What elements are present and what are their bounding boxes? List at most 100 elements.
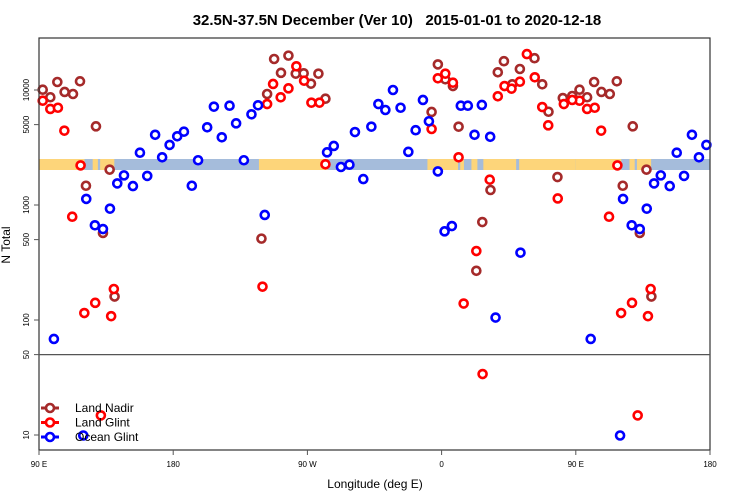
x-tick-label: 90 E [568, 460, 584, 469]
y-axis: 10000 5000 1000 500 100 50 10 [22, 78, 39, 439]
land-glint-point [558, 98, 570, 110]
ocean-glint-point [104, 203, 116, 214]
land-segment [92, 159, 98, 170]
land-glint-point [626, 297, 638, 309]
land-segment [629, 159, 635, 170]
ocean-glint-point [141, 170, 153, 182]
land-glint-point [291, 61, 302, 72]
land-glint-point [267, 78, 279, 90]
land-nadir-point [59, 86, 70, 98]
y-tick-label: 50 [22, 350, 31, 359]
land-nadir-point [426, 106, 437, 118]
y-tick-label: 500 [22, 232, 31, 246]
ocean-glint-point [626, 220, 638, 231]
land-nadir-point [80, 180, 92, 192]
legend-marker [44, 402, 56, 414]
land-glint-point [89, 297, 101, 309]
legend-item: Ocean Glint [41, 430, 139, 444]
land-glint-point [59, 125, 70, 136]
land-nadir-point [74, 76, 86, 87]
land-nadir-point [641, 164, 652, 175]
land-nadir-point [574, 84, 585, 96]
land-nadir-point [432, 59, 444, 70]
ocean-glint-point [686, 129, 698, 141]
ocean-glint-point [127, 180, 139, 192]
ocean-glint-point [111, 178, 123, 189]
land-glint-point [37, 95, 49, 107]
land-nadir-point [588, 76, 600, 88]
y-axis-title: N Total [0, 226, 13, 263]
land-segment [483, 159, 517, 170]
land-segment [100, 159, 115, 170]
ocean-glint-point [321, 147, 333, 158]
ocean-glint-point [701, 139, 712, 151]
ocean-glint-point [634, 223, 646, 235]
ocean-glint-point [462, 100, 474, 112]
legend-label: Land Glint [75, 416, 130, 430]
land-glint-point [484, 174, 496, 185]
ocean-glint-point [344, 159, 355, 171]
y-tick-label: 5000 [22, 115, 31, 133]
ocean-glint-point [246, 108, 257, 120]
ocean-glint-point [118, 170, 130, 181]
land-glint-point [529, 71, 541, 83]
x-tick-label: 180 [167, 460, 181, 469]
land-glint-point [612, 160, 623, 171]
x-tick-label: 90 W [298, 460, 317, 469]
ocean-glint-point [149, 129, 161, 141]
ocean-glint-point [252, 100, 264, 111]
land-nadir-point [529, 52, 540, 64]
land-glint-point [645, 283, 656, 295]
ocean-glint-point [230, 118, 242, 129]
ocean-glint-point [186, 180, 198, 192]
y-tick-label: 100 [22, 313, 31, 327]
ocean-glint-point [192, 154, 204, 166]
land-glint-point [79, 307, 90, 319]
land-glint-point [642, 310, 654, 322]
land-glint-point [458, 298, 469, 309]
ocean-glint-point [614, 430, 626, 441]
legend-label: Ocean Glint [75, 430, 139, 444]
ocean-glint-point [446, 220, 458, 232]
land-nadir-point [596, 86, 607, 98]
ocean-band [39, 159, 710, 170]
ocean-glint-point [655, 170, 667, 181]
land-nadir-point [498, 55, 510, 67]
ocean-glint-point [469, 129, 480, 141]
chart-title: 32.5N-37.5N December (Ver 10) 2015-01-01… [193, 12, 602, 29]
ocean-glint-point [515, 247, 526, 258]
land-segment [427, 159, 459, 170]
land-nadir-point [477, 216, 488, 228]
x-axis-title: Longitude (deg E) [327, 477, 422, 491]
ocean-glint-point [484, 131, 496, 143]
x-tick-label: 180 [703, 460, 717, 469]
land-glint-point [52, 102, 64, 114]
ocean-glint-point [490, 312, 501, 323]
land-nadir-point [52, 76, 63, 88]
x-tick-label: 90 E [31, 460, 47, 469]
land-nadir-point [453, 121, 464, 132]
land-nadir-point [485, 184, 496, 196]
legend-marker [44, 417, 56, 428]
land-glint-point [506, 83, 517, 94]
y-tick-label: 1000 [22, 196, 31, 214]
land-nadir-point [471, 265, 482, 277]
land-glint-point [521, 48, 533, 60]
ocean-glint-point [134, 147, 146, 158]
land-nadir-point [313, 68, 324, 79]
land-nadir-point [37, 84, 49, 96]
ocean-glint-point [410, 124, 421, 136]
land-glint-point [603, 211, 615, 223]
land-glint-point [314, 97, 325, 108]
land-segment [39, 159, 85, 170]
land-nadir-point [67, 88, 79, 100]
land-glint-point [552, 193, 564, 204]
land-nadir-point [536, 78, 548, 90]
ocean-glint-point [224, 100, 235, 112]
land-glint-point [595, 125, 607, 136]
land-glint-point [566, 94, 578, 106]
data-points [37, 48, 712, 441]
legend-item: Land Nadir [41, 401, 134, 415]
ocean-glint-point [89, 220, 101, 231]
